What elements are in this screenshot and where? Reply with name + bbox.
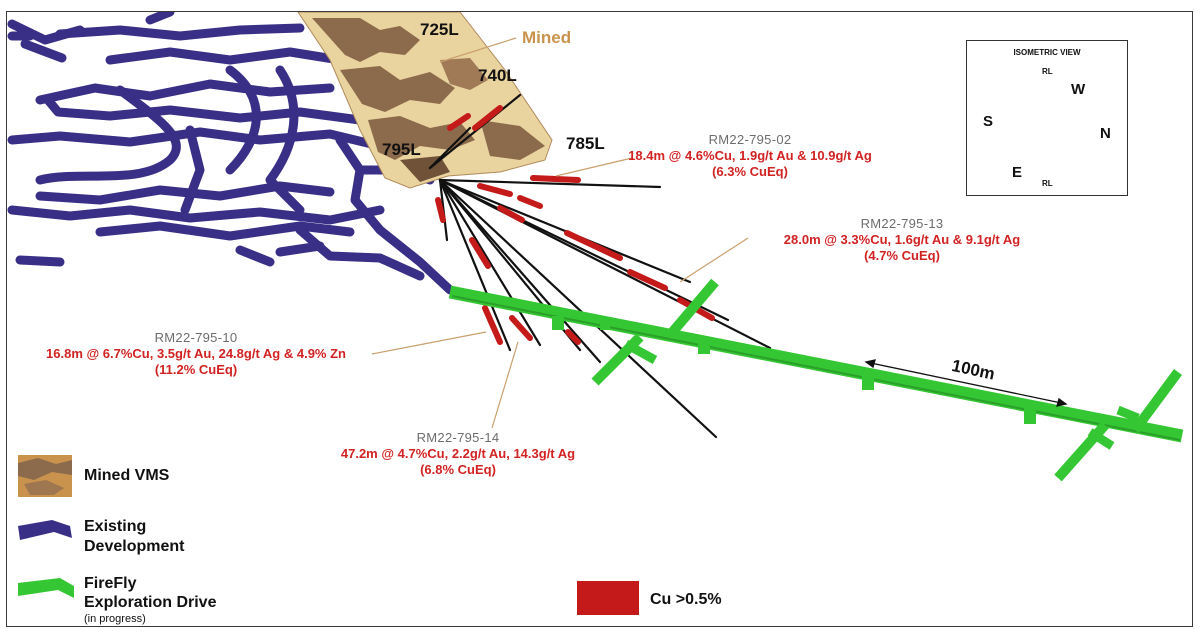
leader-lines (371, 37, 749, 429)
annotation-rm22-795-13: RM22-795-13 28.0m @ 3.3%Cu, 1.6g/t Au & … (752, 216, 1052, 264)
hole-id: RM22-795-14 (416, 430, 500, 445)
hole-cueq: (6.8% CuEq) (420, 462, 496, 477)
level-label-785: 785L (566, 134, 605, 153)
hole-id: RM22-795-10 (154, 330, 238, 345)
level-label-795: 795L (382, 140, 421, 159)
legend-firefly-line2: Exploration Drive (84, 594, 217, 611)
firefly-drive (448, 278, 1184, 482)
legend-existing-line1: Existing (84, 518, 147, 535)
scale-bar (864, 359, 1068, 407)
legend-cu-swatch (577, 581, 639, 615)
hole-cueq: (11.2% CuEq) (154, 362, 238, 377)
cu-intercepts (435, 105, 715, 345)
hole-cueq: (4.7% CuEq) (864, 248, 940, 263)
legend-firefly-sub: (in progress) (84, 613, 146, 625)
legend-existing-development-swatch (18, 520, 72, 540)
legend-firefly-drive-swatch (18, 578, 74, 598)
legend-firefly-line1: FireFly (84, 575, 137, 592)
legend-mined-vms-label: Mined VMS (84, 467, 170, 484)
east-label: E (1012, 164, 1023, 181)
hole-result: 16.8m @ 6.7%Cu, 3.5g/t Au, 24.8g/t Ag & … (46, 346, 346, 361)
hole-result: 47.2m @ 4.7%Cu, 2.2g/t Au, 14.3g/t Ag (340, 446, 576, 461)
legend-cu-label: Cu >0.5% (650, 591, 722, 608)
level-label-725: 725L (420, 20, 459, 39)
isometric-view-inset: ISOMETRIC VIEW RL RL W S N E (966, 40, 1128, 196)
annotation-rm22-795-14: RM22-795-14 47.2m @ 4.7%Cu, 2.2g/t Au, 1… (308, 430, 608, 478)
annotation-rm22-795-10: RM22-795-10 16.8m @ 6.7%Cu, 3.5g/t Au, 2… (8, 330, 384, 378)
hole-id: RM22-795-13 (860, 216, 944, 231)
south-label: S (983, 113, 994, 130)
west-label: W (1071, 81, 1086, 98)
annotation-rm22-795-02: RM22-795-02 18.4m @ 4.6%Cu, 1.9g/t Au & … (600, 132, 900, 180)
mined-label: Mined (522, 28, 572, 47)
drill-holes (428, 93, 772, 439)
hole-result: 18.4m @ 4.6%Cu, 1.9g/t Au & 10.9g/t Ag (628, 148, 872, 163)
rl-bottom-label: RL (1042, 179, 1053, 188)
rl-top-label: RL (1042, 67, 1053, 76)
isometric-title: ISOMETRIC VIEW (1013, 48, 1081, 57)
hole-id: RM22-795-02 (708, 132, 792, 147)
hole-result: 28.0m @ 3.3%Cu, 1.6g/t Au & 9.1g/t Ag (783, 232, 1021, 247)
hole-cueq: (6.3% CuEq) (712, 164, 788, 179)
level-label-740: 740L (478, 66, 517, 85)
legend-existing-line2: Development (84, 538, 185, 555)
north-label: N (1100, 125, 1111, 142)
legend-mined-vms-swatch (18, 455, 72, 497)
